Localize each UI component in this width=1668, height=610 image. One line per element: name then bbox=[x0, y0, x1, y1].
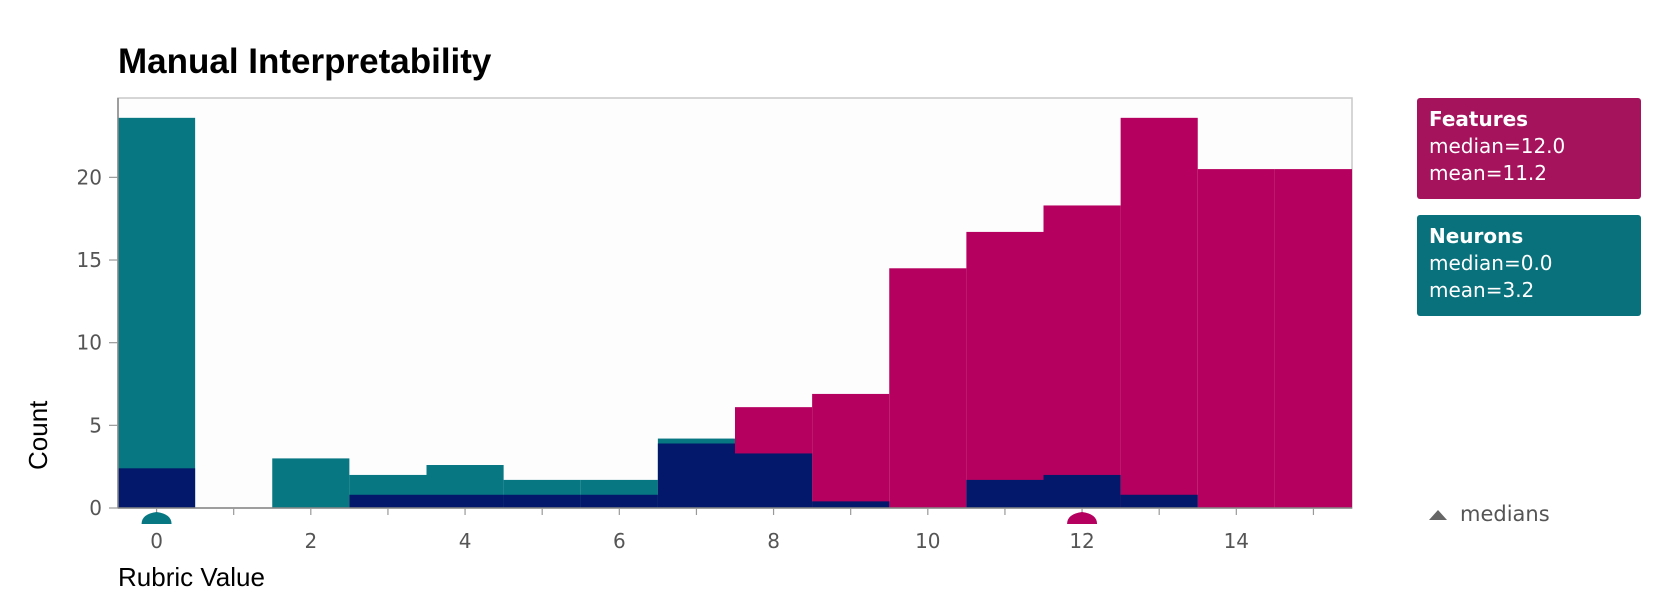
median-markers bbox=[141, 512, 1098, 524]
bar-series2-bin0 bbox=[118, 468, 196, 508]
legend-features-mean: mean=11.2 bbox=[1429, 161, 1548, 185]
x-tick-label-14: 14 bbox=[1224, 529, 1249, 553]
legend-features: Features median=12.0 mean=11.2 bbox=[1417, 98, 1641, 199]
x-tick-label-6: 6 bbox=[613, 529, 626, 553]
y-tick-label-5: 5 bbox=[89, 413, 102, 437]
bar-series0-bin9 bbox=[812, 393, 890, 508]
bar-series0-bin12 bbox=[1043, 205, 1121, 509]
axes-layer: 0 2 4 6 8 10 12 14 0 5 10 15 20 bbox=[77, 98, 1352, 553]
legend-neurons-median: median=0.0 bbox=[1429, 251, 1553, 275]
x-axis-title: Rubric Value bbox=[118, 562, 265, 592]
bar-series0-bin10 bbox=[889, 268, 967, 508]
legend-neurons: Neurons median=0.0 mean=3.2 bbox=[1417, 215, 1641, 316]
bar-series2-bin4 bbox=[426, 494, 504, 508]
y-axis-title: Count bbox=[23, 400, 53, 470]
legend-neurons-mean: mean=3.2 bbox=[1429, 278, 1535, 302]
bar-series0-bin13 bbox=[1120, 117, 1198, 508]
bar-series2-bin3 bbox=[349, 494, 427, 508]
bar-series0-bin15 bbox=[1274, 169, 1352, 508]
bar-series2-bin7 bbox=[657, 443, 735, 508]
x-tick-label-10: 10 bbox=[915, 529, 940, 553]
y-tick-label-15: 15 bbox=[77, 248, 102, 272]
x-tick-label-0: 0 bbox=[150, 529, 163, 553]
median-marker-1 bbox=[141, 512, 172, 524]
bar-series2-bin5 bbox=[503, 494, 581, 508]
y-tick-label-0: 0 bbox=[89, 496, 102, 520]
bar-series2-bin6 bbox=[580, 494, 658, 508]
y-tick-label-10: 10 bbox=[77, 331, 102, 355]
x-tick-label-2: 2 bbox=[304, 529, 317, 553]
bar-series2-bin11 bbox=[966, 479, 1044, 508]
legend-features-median: median=12.0 bbox=[1429, 134, 1566, 158]
median-triangle-icon bbox=[1429, 510, 1447, 520]
legend-features-name: Features bbox=[1429, 107, 1529, 131]
medians-label: medians bbox=[1460, 502, 1550, 526]
bar-series0-bin14 bbox=[1197, 169, 1275, 508]
legend-neurons-name: Neurons bbox=[1429, 224, 1524, 248]
bar-series2-bin9 bbox=[812, 501, 890, 508]
bar-series2-bin8 bbox=[735, 453, 813, 508]
bar-series0-bin11 bbox=[966, 231, 1044, 508]
bar-series2-bin13 bbox=[1120, 494, 1198, 508]
bar-series1-bin2 bbox=[272, 458, 350, 508]
bars-layer bbox=[118, 117, 1352, 509]
bar-series2-bin12 bbox=[1043, 474, 1121, 508]
medians-key: medians bbox=[1428, 502, 1550, 526]
y-tick-label-20: 20 bbox=[77, 165, 102, 189]
median-marker-0 bbox=[1067, 512, 1098, 524]
x-tick-label-8: 8 bbox=[767, 529, 780, 553]
bar-series1-bin0 bbox=[118, 117, 196, 508]
chart-title: Manual Interpretability bbox=[118, 42, 492, 81]
x-tick-label-12: 12 bbox=[1069, 529, 1094, 553]
x-tick-label-4: 4 bbox=[459, 529, 472, 553]
